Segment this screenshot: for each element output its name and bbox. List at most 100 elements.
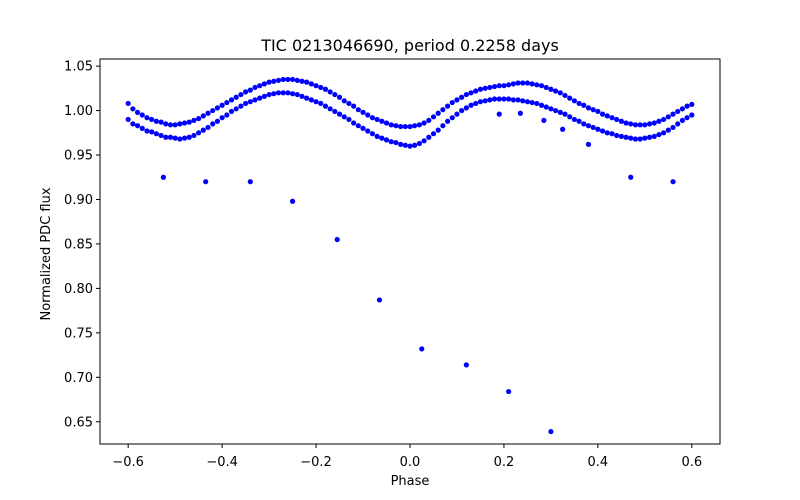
data-point — [163, 134, 169, 140]
data-point — [402, 123, 408, 130]
data-point — [271, 91, 277, 97]
data-point — [393, 123, 399, 129]
data-point — [304, 79, 310, 85]
data-point — [576, 118, 582, 124]
data-point — [459, 94, 465, 100]
data-point — [585, 105, 592, 111]
data-point — [496, 111, 502, 117]
data-point — [402, 142, 408, 148]
data-point — [252, 84, 258, 91]
data-point — [541, 117, 547, 123]
data-point — [482, 85, 488, 91]
y-tick-label: 0.65 — [64, 415, 93, 430]
axes: −0.6 −0.4 −0.2 0.0 0.2 0.4 0.6 0.65 0.70 0.75 0.80… — [64, 58, 721, 470]
x-tick-label: 0.0 — [400, 455, 421, 470]
data-point — [614, 116, 620, 123]
data-point — [308, 81, 314, 87]
data-point — [440, 107, 446, 113]
data-point — [238, 103, 244, 109]
data-point — [214, 105, 221, 111]
data-point — [491, 96, 498, 102]
x-tick-label: −0.4 — [206, 455, 238, 470]
data-point — [365, 112, 371, 118]
data-point — [355, 123, 361, 129]
data-point — [224, 112, 230, 118]
data-point — [506, 96, 512, 102]
data-point — [468, 90, 474, 96]
data-point — [538, 83, 545, 89]
y-tick-label: 0.85 — [64, 237, 93, 252]
data-point — [609, 115, 615, 121]
data-point — [684, 115, 690, 121]
data-point — [553, 88, 559, 94]
data-point — [454, 111, 460, 117]
data-point — [609, 131, 615, 137]
data-point — [599, 111, 606, 117]
data-point — [642, 122, 648, 128]
data-point — [412, 142, 418, 148]
data-point — [459, 107, 465, 114]
data-point — [491, 83, 498, 90]
data-point — [487, 97, 493, 103]
data-point — [167, 122, 174, 128]
data-point — [444, 103, 451, 109]
x-tick-label: 0.2 — [494, 455, 515, 470]
data-point — [172, 122, 178, 128]
data-point — [449, 115, 455, 121]
data-point — [473, 100, 479, 107]
data-point — [463, 91, 469, 98]
data-point — [515, 80, 521, 86]
data-point — [628, 121, 634, 127]
x-tick-label: −0.6 — [112, 455, 144, 470]
data-point — [318, 84, 324, 91]
data-point — [336, 94, 343, 100]
data-point — [416, 122, 422, 128]
data-point — [576, 100, 582, 107]
data-point — [623, 120, 629, 126]
data-point — [435, 127, 441, 133]
data-point — [661, 130, 667, 136]
data-point — [388, 139, 394, 145]
data-point — [553, 107, 559, 114]
data-point — [355, 107, 361, 113]
data-point — [595, 108, 601, 115]
data-point — [280, 90, 286, 96]
data-point — [205, 124, 211, 131]
data-point — [426, 134, 432, 140]
data-point — [271, 78, 277, 84]
data-point — [529, 81, 535, 87]
data-point — [214, 118, 221, 124]
data-point — [656, 118, 662, 124]
data-point — [144, 115, 150, 121]
data-point — [177, 136, 183, 142]
data-point — [520, 80, 526, 86]
data-point — [332, 91, 338, 98]
data-point — [243, 89, 249, 95]
data-point — [506, 388, 512, 395]
data-point — [210, 121, 216, 127]
data-point — [346, 100, 352, 107]
data-point — [651, 133, 657, 139]
data-point — [567, 95, 573, 101]
data-point — [557, 109, 563, 115]
data-point — [219, 115, 225, 121]
data-point — [181, 135, 188, 141]
data-point — [421, 138, 427, 144]
data-point — [139, 112, 145, 118]
data-point — [604, 113, 610, 119]
data-point — [562, 111, 568, 117]
data-point — [158, 119, 164, 125]
data-point — [642, 135, 648, 141]
y-tick-label: 0.70 — [64, 371, 93, 386]
data-point — [590, 107, 596, 113]
data-point — [322, 103, 329, 109]
data-point — [430, 131, 437, 137]
data-point — [289, 198, 296, 204]
data-point — [294, 91, 300, 98]
y-tick-label: 1.00 — [64, 104, 93, 119]
data-point — [266, 91, 272, 98]
data-point — [419, 346, 425, 352]
data-point — [285, 76, 291, 83]
